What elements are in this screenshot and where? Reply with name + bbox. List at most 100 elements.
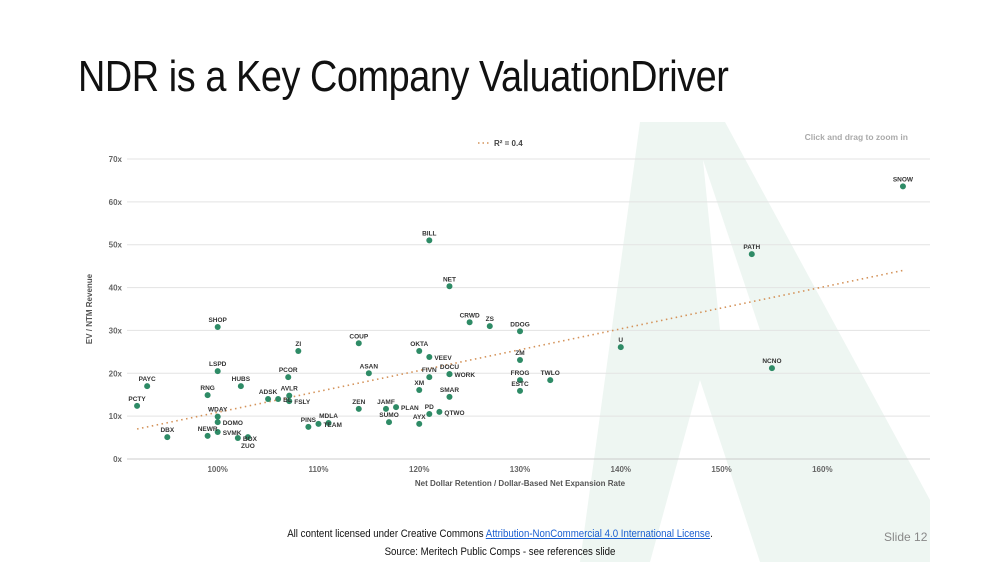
data-point-hubs[interactable]: [237, 383, 244, 390]
data-point-rng[interactable]: [204, 392, 211, 399]
data-point-work[interactable]: [446, 371, 453, 378]
data-point-plan[interactable]: [393, 404, 400, 411]
data-point-u[interactable]: [617, 344, 624, 351]
point-label: FIVN: [422, 367, 437, 374]
x-axis-ticks: 100% 110% 120% 130% 140% 150% 160%: [207, 465, 832, 474]
data-point-sumo[interactable]: [386, 419, 393, 426]
point-label: PINS: [301, 417, 317, 424]
zoom-hint: Click and drag to zoom in: [805, 132, 908, 142]
point-label: PAYC: [139, 376, 156, 383]
data-point-ayx[interactable]: [416, 420, 423, 427]
point-label: DBX: [160, 427, 174, 434]
point-label: TWLO: [541, 370, 560, 377]
data-point-fivn[interactable]: [426, 374, 433, 381]
point-label: QTWO: [444, 410, 464, 417]
data-point-pcty[interactable]: [134, 402, 141, 409]
data-point-smar[interactable]: [446, 393, 453, 400]
point-label: NET: [443, 276, 456, 283]
point-label: SNOW: [893, 176, 914, 183]
point-label: ZEN: [352, 399, 365, 406]
point-label: XM: [414, 380, 424, 387]
legend-label: R² = 0.4: [494, 139, 523, 148]
data-point-twlo[interactable]: [547, 377, 554, 384]
data-point-xm[interactable]: [416, 387, 423, 393]
data-point-adsk[interactable]: [265, 396, 272, 402]
y-tick-label: 60x: [109, 198, 123, 207]
x-axis-label: Net Dollar Retention / Dollar-Based Net …: [415, 479, 626, 488]
y-tick-label: 70x: [109, 155, 123, 164]
data-point-ncno[interactable]: [768, 365, 775, 372]
data-point-domo[interactable]: [214, 419, 221, 426]
x-tick-label: 120%: [409, 465, 429, 474]
point-label: BL: [283, 397, 292, 404]
data-point-crwd[interactable]: [466, 319, 473, 326]
data-point-dbx[interactable]: [164, 434, 171, 441]
license-note: All content licensed under Creative Comm…: [60, 528, 940, 540]
source-note: Source: Meritech Public Comps - see refe…: [384, 546, 616, 558]
legend: R² = 0.4: [478, 139, 523, 148]
data-point-zuo[interactable]: [244, 434, 251, 441]
point-label: DOCU: [440, 364, 459, 371]
point-label: FSLY: [294, 399, 311, 406]
data-point-fsly[interactable]: [286, 398, 293, 405]
data-point-pins[interactable]: [305, 423, 312, 430]
data-point-bl[interactable]: [275, 396, 282, 402]
data-point-shop[interactable]: [214, 324, 221, 330]
data-point-zen[interactable]: [355, 405, 362, 412]
data-point-ddog[interactable]: [517, 328, 524, 335]
data-point-path[interactable]: [748, 251, 755, 258]
point-label: NCNO: [762, 358, 781, 365]
trendline: [136, 269, 904, 430]
data-point-newr[interactable]: [204, 432, 211, 439]
data-point-zs[interactable]: [486, 323, 493, 330]
data-point-zi[interactable]: [295, 348, 302, 354]
data-point-pd[interactable]: [426, 411, 433, 417]
data-point-team[interactable]: [315, 420, 322, 427]
data-point-payc[interactable]: [144, 383, 151, 390]
point-label: CRWD: [460, 312, 480, 319]
point-label: AVLR: [281, 386, 299, 393]
data-point-avlr[interactable]: [286, 392, 293, 399]
y-tick-label: 0x: [113, 455, 122, 464]
data-point-snow[interactable]: [899, 183, 906, 190]
data-point-pcor[interactable]: [285, 374, 292, 381]
data-point-box[interactable]: [234, 435, 241, 441]
point-label: ADSK: [259, 389, 278, 396]
data-point-wday[interactable]: [214, 413, 221, 420]
y-axis-label: EV / NTM Revenue: [85, 273, 94, 344]
point-label: LSPD: [209, 361, 227, 368]
data-point-mdla[interactable]: [325, 420, 332, 426]
license-link[interactable]: Attribution-NonCommercial 4.0 Internatio…: [485, 528, 711, 540]
point-label: HUBS: [232, 376, 251, 383]
grid-lines: [127, 158, 930, 460]
point-label: NEWR: [198, 426, 218, 433]
data-point-frog[interactable]: [517, 377, 524, 384]
slide-title: NDR is a Key Company ValuationDriver: [78, 52, 729, 101]
data-point-okta[interactable]: [416, 348, 423, 354]
trendline-path: [136, 269, 904, 430]
point-label: ZS: [486, 316, 495, 323]
data-point-net[interactable]: [446, 283, 453, 290]
x-tick-label: 140%: [611, 465, 631, 474]
point-label: WDAY: [208, 407, 228, 414]
data-point-bill[interactable]: [426, 237, 433, 244]
data-point-lspd[interactable]: [214, 368, 221, 375]
data-point-jamf[interactable]: [382, 405, 389, 412]
data-point-coup[interactable]: [355, 340, 362, 347]
license-prefix: All content licensed under Creative Comm…: [287, 528, 486, 540]
data-point-estc[interactable]: [517, 387, 524, 394]
point-label: FROG: [511, 370, 530, 377]
slide-number: Slide 12: [884, 530, 928, 544]
data-point-qtwo[interactable]: [436, 408, 443, 415]
data-point-svmk[interactable]: [214, 429, 221, 435]
data-point-asan[interactable]: [365, 370, 372, 377]
data-point-zm[interactable]: [517, 357, 524, 363]
point-label: SMAR: [440, 387, 459, 394]
y-tick-label: 50x: [109, 241, 123, 250]
data-point-veev[interactable]: [426, 354, 433, 360]
point-label: ESTC: [511, 381, 529, 388]
point-label: SVMK: [223, 430, 242, 437]
point-label: PCTY: [128, 396, 146, 403]
point-label: SHOP: [208, 317, 227, 324]
